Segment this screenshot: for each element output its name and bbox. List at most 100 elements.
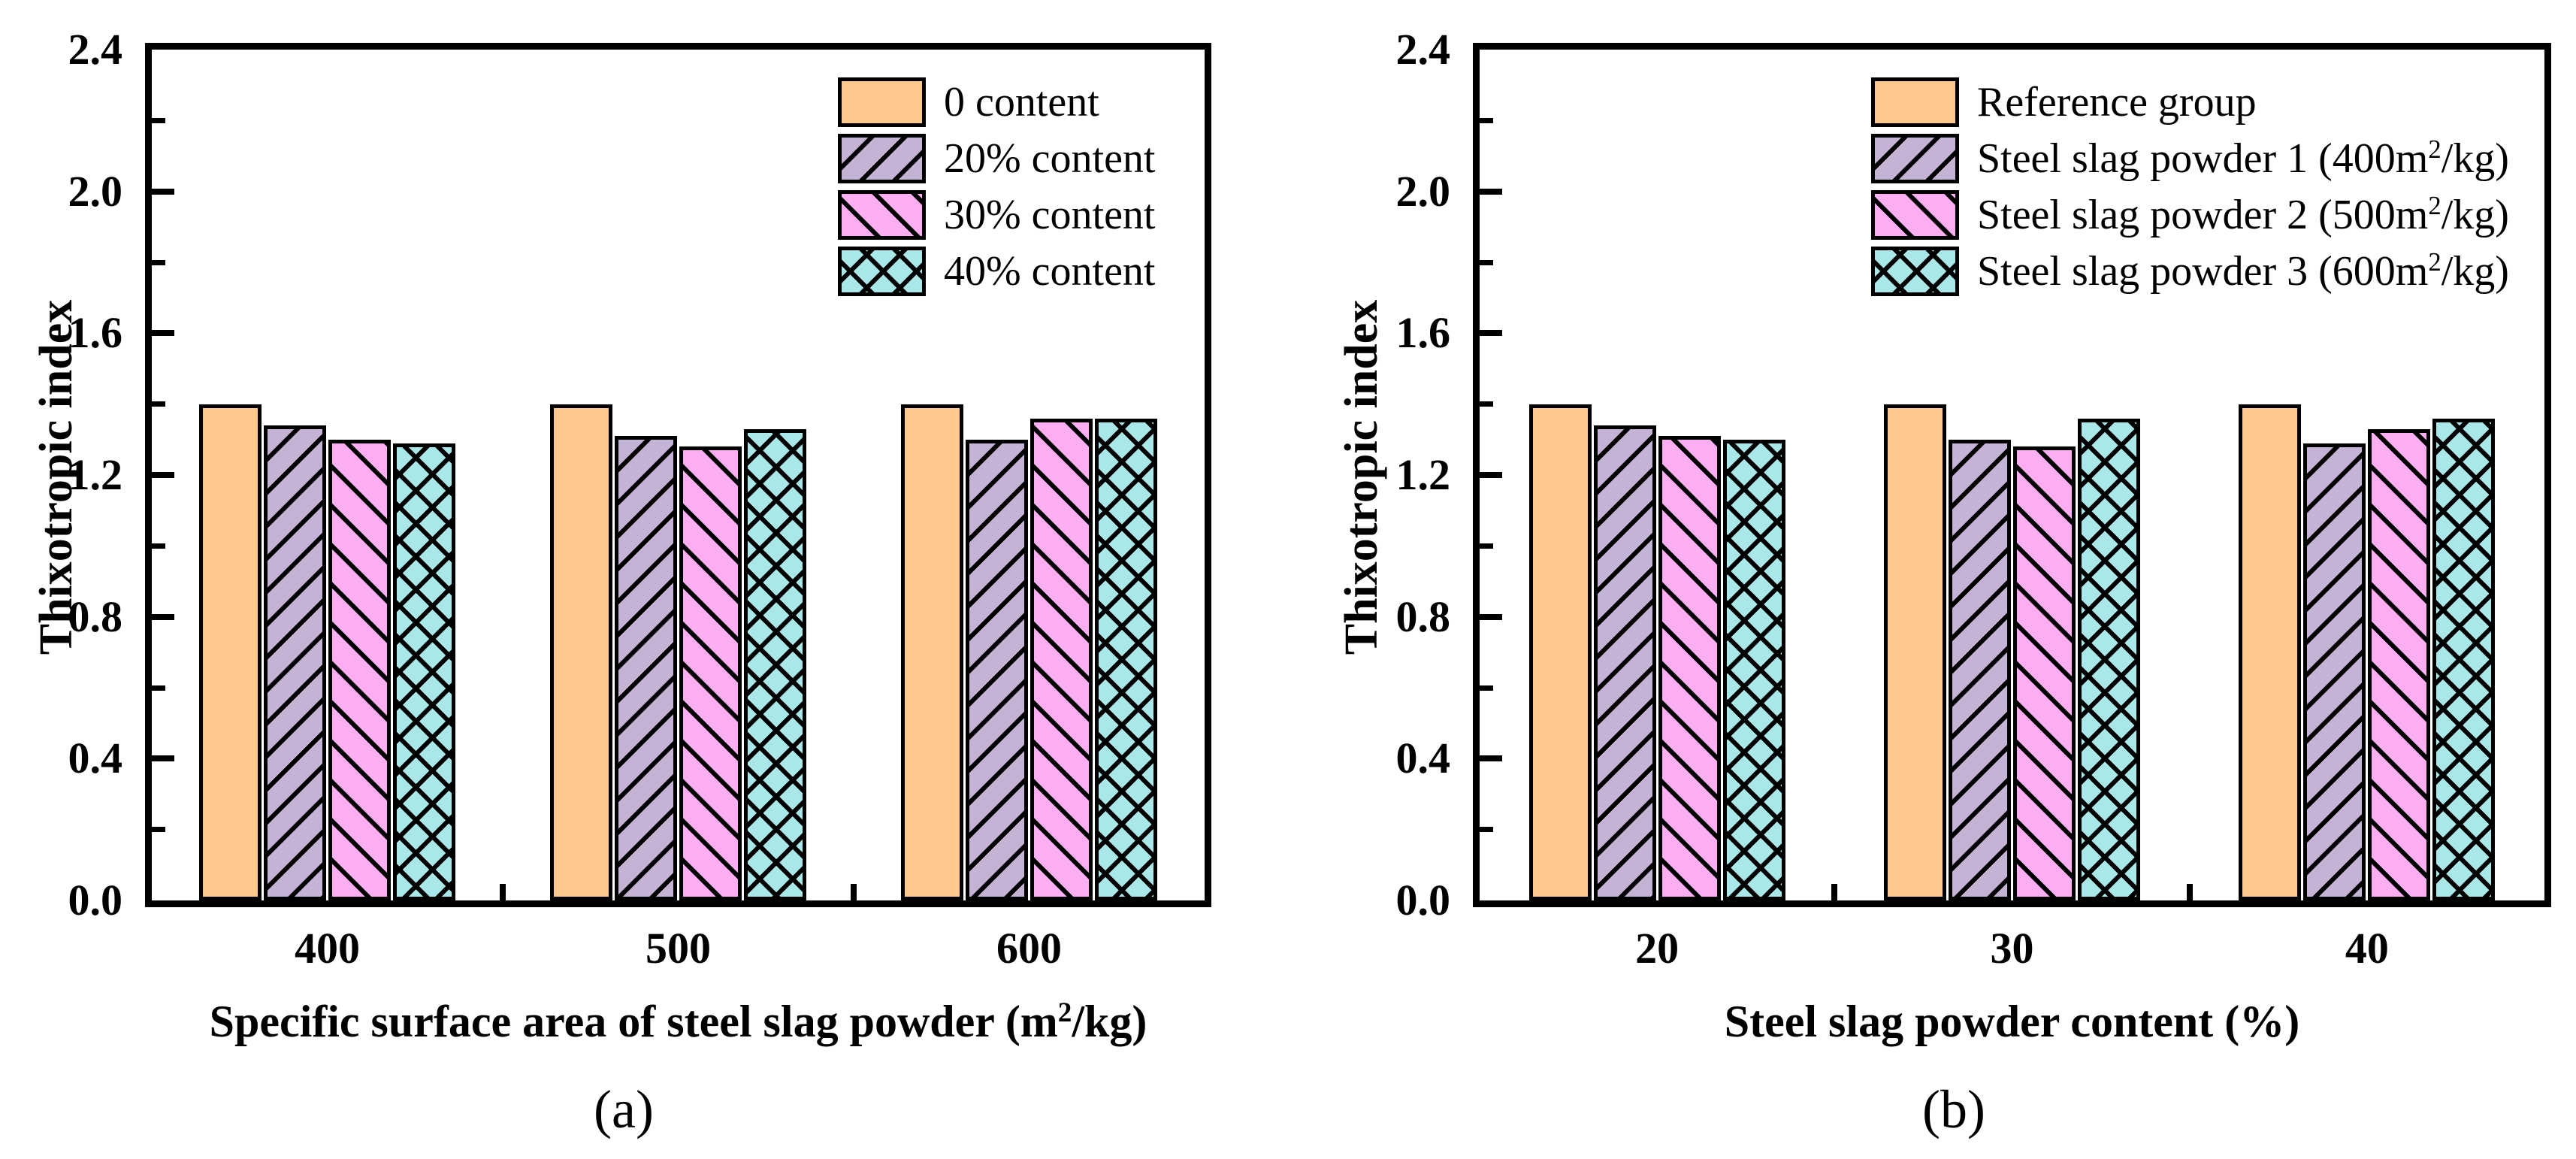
x-tick-label: 400 — [295, 924, 360, 973]
x-minor-tick — [851, 884, 857, 900]
plot-area-(a): 0 content 20% content 30% content 40% conte… — [145, 43, 1211, 907]
bar-b-40-s1 — [2303, 443, 2366, 900]
bar-a-500-s1 — [615, 436, 677, 900]
y-tick-label: 2.0 — [68, 166, 123, 216]
bar-a-400-s0 — [199, 404, 262, 900]
legend-item: Reference group — [1871, 77, 2509, 127]
legend-item: 0 content — [838, 77, 1155, 127]
x-tick-label: 500 — [646, 924, 711, 973]
bar-b-20-s3 — [1722, 439, 1785, 900]
bar-b-30-s2 — [2013, 446, 2076, 900]
bar-a-400-s1 — [264, 425, 326, 900]
y-major-tick — [1480, 330, 1502, 337]
legend-swatch-hatch-down — [838, 190, 926, 240]
y-tick-label: 0.4 — [1395, 734, 1451, 783]
y-tick-label: 1.2 — [1395, 450, 1451, 499]
legend-label: Reference group — [1977, 78, 2257, 126]
y-minor-tick — [152, 117, 165, 123]
y-minor-tick — [1480, 685, 1493, 691]
legend-swatch-solid — [1871, 77, 1959, 127]
y-tick-label: 2.4 — [1395, 25, 1451, 74]
legend-label: Steel slag powder 2 (500m2/kg) — [1977, 190, 2509, 238]
legend-label: Steel slag powder 1 (400m2/kg) — [1977, 134, 2509, 182]
plot-inner: Reference group Steel slag powder 1 (400m… — [1480, 50, 2544, 900]
legend-item: 30% content — [838, 190, 1155, 240]
y-major-tick — [152, 613, 174, 620]
bar-a-600-s3 — [1095, 418, 1157, 900]
legend-label: Steel slag powder 3 (600m2/kg) — [1977, 247, 2509, 295]
bar-b-20-s0 — [1528, 404, 1592, 900]
y-minor-tick — [1480, 117, 1493, 123]
y-tick-label: 0.0 — [1395, 876, 1451, 924]
bar-b-40-s3 — [2432, 418, 2496, 900]
x-minor-tick — [500, 884, 506, 900]
legend: 0 content 20% content 30% content 40% conte… — [838, 77, 1155, 303]
legend: Reference group Steel slag powder 1 (400m… — [1871, 77, 2509, 303]
y-major-tick — [152, 472, 174, 478]
y-minor-tick — [152, 401, 165, 407]
x-minor-tick — [2186, 884, 2193, 900]
plot-area-(b): Reference group Steel slag powder 1 (400m… — [1473, 43, 2551, 907]
x-tick-label: 600 — [996, 924, 1062, 973]
bar-a-500-s0 — [550, 404, 612, 900]
bar-b-30-s0 — [1884, 404, 1946, 900]
y-tick-label: 0.8 — [1395, 592, 1451, 641]
x-tick-label: 30 — [1990, 924, 2034, 973]
x-tick-label: 40 — [2345, 924, 2389, 973]
legend-swatch-hatch-cross — [1871, 247, 1959, 296]
y-minor-tick — [1480, 827, 1493, 833]
y-minor-tick — [1480, 259, 1493, 265]
y-major-tick — [152, 755, 174, 762]
legend-swatch-hatch-up — [1871, 134, 1959, 183]
legend-label: 20% content — [944, 135, 1156, 182]
bar-b-40-s2 — [2368, 428, 2431, 900]
y-major-tick — [152, 188, 174, 195]
y-major-tick — [1480, 472, 1502, 478]
y-major-tick — [1480, 613, 1502, 620]
bar-b-30-s1 — [1949, 439, 2011, 900]
y-tick-label: 1.6 — [68, 308, 123, 358]
legend-item: Steel slag powder 2 (500m2/kg) — [1871, 190, 2509, 240]
bar-a-400-s3 — [393, 443, 455, 900]
legend-item: 40% content — [838, 247, 1155, 296]
x-axis-title: Specific surface area of steel slag powd… — [209, 997, 1147, 1046]
bar-b-40-s0 — [2239, 404, 2302, 900]
legend-label: 30% content — [944, 191, 1156, 238]
legend-label: 40% content — [944, 247, 1156, 295]
legend-label: 0 content — [944, 78, 1099, 126]
legend-item: 20% content — [838, 134, 1155, 183]
bar-a-600-s0 — [901, 404, 963, 900]
y-minor-tick — [152, 543, 165, 549]
x-minor-tick — [1831, 884, 1838, 900]
legend-swatch-hatch-down — [1871, 190, 1959, 240]
bar-a-400-s2 — [328, 439, 391, 900]
plot-inner: 0 content 20% content 30% content 40% conte… — [152, 50, 1205, 900]
legend-swatch-hatch-up — [838, 134, 926, 183]
bar-a-600-s2 — [1030, 418, 1093, 900]
y-minor-tick — [1480, 401, 1493, 407]
panel-caption: (a) — [594, 1079, 654, 1139]
bar-a-500-s2 — [679, 446, 742, 900]
bar-b-20-s2 — [1658, 436, 1721, 900]
x-axis-title: Steel slag powder content (%) — [1724, 997, 2300, 1046]
legend-item: Steel slag powder 3 (600m2/kg) — [1871, 247, 2509, 296]
y-tick-label: 2.0 — [1395, 166, 1451, 216]
bar-a-500-s3 — [744, 428, 806, 900]
y-tick-label: 0.8 — [68, 592, 123, 641]
y-tick-label: 1.2 — [68, 450, 123, 499]
y-minor-tick — [152, 827, 165, 833]
y-tick-label: 1.6 — [1395, 308, 1451, 358]
bar-a-600-s1 — [966, 439, 1028, 900]
y-axis-title: Thixotropic index — [1336, 299, 1387, 655]
y-tick-label: 0.0 — [68, 876, 123, 924]
bar-b-20-s1 — [1593, 425, 1656, 900]
panel-caption: (b) — [1922, 1079, 1985, 1139]
x-tick-label: 20 — [1635, 924, 1680, 973]
y-minor-tick — [1480, 543, 1493, 549]
y-major-tick — [1480, 188, 1502, 195]
y-tick-label: 2.4 — [68, 25, 123, 74]
y-major-tick — [1480, 755, 1502, 762]
legend-swatch-hatch-cross — [838, 247, 926, 296]
